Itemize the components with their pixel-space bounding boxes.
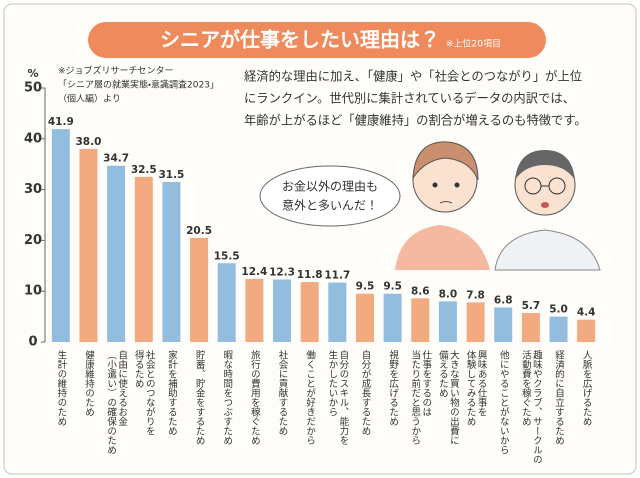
x-tick-label: 社会とのつながりを <box>144 349 156 435</box>
description: 経済的な理由に加え、「健康」や「社会とのつながり」が上位 <box>244 69 582 84</box>
y-tick-label: 50 <box>24 81 42 96</box>
bar <box>217 263 236 342</box>
bar <box>411 298 430 342</box>
x-tick-label: 健康維持のため <box>83 349 95 416</box>
bar <box>494 307 513 342</box>
value-label: 41.9 <box>48 116 74 128</box>
y-unit: % <box>27 67 38 80</box>
x-tick-label: 興味ある仕事を <box>476 349 488 416</box>
y-tick-label: 20 <box>24 233 42 248</box>
y-tick-label: 0 <box>28 335 37 350</box>
x-tick-label: 得るため <box>133 349 145 388</box>
value-label: 9.5 <box>356 281 375 293</box>
bubble-text: 意外と多いんだ！ <box>282 199 378 213</box>
bar <box>190 237 209 342</box>
y-tick-label: 40 <box>24 131 42 146</box>
x-tick-label: 家計を補助するため <box>166 349 178 435</box>
illustration <box>395 141 601 271</box>
bar <box>438 301 457 342</box>
x-tick-label: 暇な時間をつぶすため <box>221 350 233 445</box>
x-tick-label: 趣味やクラブ、サークルの <box>531 349 543 464</box>
description: 年齢が上がるほど「健康維持」の割合が増えるのも特徴です。 <box>244 113 587 128</box>
bar <box>328 282 347 342</box>
bar <box>383 293 402 342</box>
source-note: （個人編）より <box>58 93 121 105</box>
value-label: 12.4 <box>241 266 267 278</box>
value-label: 4.4 <box>577 307 596 319</box>
value-label: 11.8 <box>297 269 323 281</box>
y-tick-label: 10 <box>24 284 42 299</box>
x-tick-label: 備えるため <box>437 349 449 397</box>
value-label: 7.8 <box>466 289 485 301</box>
value-label: 9.5 <box>383 281 402 293</box>
bar <box>577 319 596 342</box>
value-label: 11.7 <box>324 270 350 282</box>
bar <box>521 313 540 342</box>
x-tick-label: 視野を広げるため <box>387 349 399 426</box>
value-label: 31.5 <box>158 169 184 181</box>
bar <box>134 176 153 342</box>
x-tick-label: 当たり前だと思うから <box>409 349 421 445</box>
frame <box>3 3 637 475</box>
bar <box>107 165 126 342</box>
x-tick-label: 自由に使えるお金 <box>116 349 128 426</box>
value-label: 12.3 <box>269 267 295 279</box>
value-label: 32.5 <box>131 164 157 176</box>
title-note: ※上位20項目 <box>446 38 501 50</box>
x-tick-label: （小遣い）の確保のため <box>105 350 117 455</box>
description: にランクイン。世代別に集計されているデータの内訳では、 <box>244 91 575 106</box>
y-tick-label: 30 <box>24 182 42 197</box>
value-label: 34.7 <box>103 153 129 165</box>
x-tick-label: 社会に貢献するため <box>277 349 289 435</box>
x-tick-label: 旅行の費用を稼ぐため <box>249 349 261 445</box>
x-tick-label: 生計の維持のため <box>55 349 67 426</box>
source-note: ※ジョブズリサーチセンター <box>58 65 174 77</box>
speech-bubble <box>259 165 401 227</box>
value-label: 15.5 <box>214 250 240 262</box>
value-label: 20.5 <box>186 225 212 237</box>
x-tick-label: 貯蓄、貯金をするため <box>194 350 206 445</box>
x-tick-label: 自分が成長するため <box>359 349 371 435</box>
bar <box>273 279 292 342</box>
source-note: 「シニア層の就業実態・意識調査2023」 <box>58 79 219 91</box>
x-tick-label: 他にやることがないから <box>498 349 510 454</box>
bar <box>549 316 568 342</box>
chart-title: シニアが仕事をしたい理由は？ <box>160 28 440 52</box>
bar <box>79 148 98 342</box>
x-tick-label: 経済的に自立するため <box>553 349 565 445</box>
x-tick-label: 仕事をするのは <box>420 349 432 416</box>
bar <box>300 282 319 342</box>
bar <box>51 129 70 342</box>
value-label: 5.7 <box>522 300 541 312</box>
x-tick-label: 体験してみるため <box>465 349 477 426</box>
x-tick-label: 大きな買い物の出費に <box>448 349 460 445</box>
bar <box>466 302 485 342</box>
bar <box>245 279 264 342</box>
x-tick-label: 働くことが好きだから <box>304 349 316 445</box>
value-label: 8.0 <box>439 288 458 300</box>
title-banner <box>88 22 546 58</box>
x-tick-label: 自分のスキル、能力を <box>337 349 349 445</box>
bubble-text: お金以外の理由も <box>282 180 378 194</box>
x-tick-label: 活動費を稼ぐため <box>520 349 532 426</box>
value-label: 38.0 <box>76 136 102 148</box>
x-tick-label: 生かしたいから <box>326 349 338 416</box>
x-tick-label: 人脈を広げるため <box>581 350 593 426</box>
bar <box>162 181 181 342</box>
bar <box>355 293 374 342</box>
value-label: 5.0 <box>549 304 568 316</box>
value-label: 6.8 <box>494 294 513 306</box>
value-label: 8.6 <box>411 285 430 297</box>
